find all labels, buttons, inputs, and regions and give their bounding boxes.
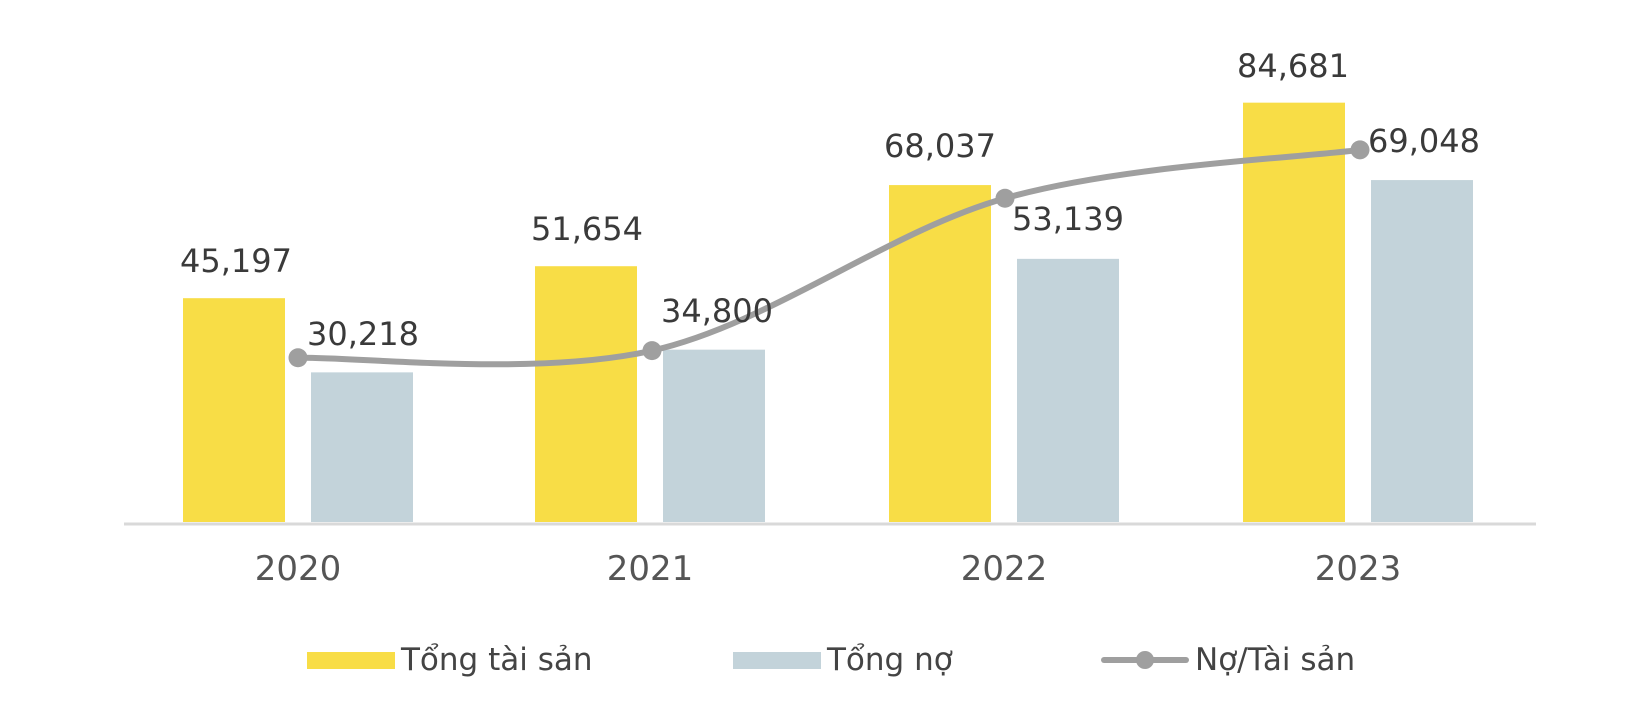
legend-item-debt-to-assets: Nợ/Tài sản	[1101, 630, 1355, 690]
bar-total-debt-2023	[1371, 180, 1473, 522]
ratio-point-2021	[642, 341, 662, 361]
x-tick-label-2023: 2023	[1315, 549, 1402, 589]
value-label-total-debt-2022: 53,139	[1012, 200, 1124, 238]
ratio-point-2020	[288, 348, 308, 368]
x-tick-label-2022: 2022	[961, 549, 1048, 589]
value-label-total-assets-2020: 45,197	[180, 242, 292, 280]
bar-total-assets-2020	[183, 298, 285, 522]
value-label-total-debt-2021: 34,800	[661, 292, 773, 330]
legend-line-marker-icon	[1101, 630, 1189, 690]
ratio-line-layer	[288, 140, 1370, 368]
value-label-total-assets-2023: 84,681	[1237, 47, 1349, 85]
bar-total-assets-2021	[535, 266, 637, 522]
legend-item-total-debt: Tổng nợ	[733, 630, 953, 690]
legend-swatch-total-debt	[733, 651, 821, 669]
legend-label-total-assets: Tổng tài sản	[401, 642, 593, 678]
value-labels-layer: 45,197 51,654 68,037 84,681 30,218 34,800 53,1…	[180, 47, 1480, 353]
bar-total-debt-2020	[311, 372, 413, 522]
legend-item-total-assets: Tổng tài sản	[307, 630, 593, 690]
legend-swatch-total-assets	[307, 651, 395, 669]
value-label-total-assets-2021: 51,654	[531, 210, 643, 248]
bar-total-debt-2022	[1017, 258, 1119, 522]
ratio-point-2022	[995, 188, 1015, 208]
value-label-total-assets-2022: 68,037	[884, 127, 996, 165]
bars-layer	[183, 102, 1473, 522]
value-label-total-debt-2020: 30,218	[307, 315, 419, 353]
bar-total-debt-2021	[663, 349, 765, 522]
legend-label-total-debt: Tổng nợ	[827, 642, 953, 678]
bar-total-assets-2023	[1243, 102, 1345, 522]
chart-area: 45,197 51,654 68,037 84,681 30,218 34,800 53,1…	[124, 47, 1536, 589]
ratio-line	[295, 146, 1363, 368]
x-tick-label-2020: 2020	[255, 549, 342, 589]
ratio-point-2023	[1350, 140, 1370, 160]
legend-label-debt-to-assets: Nợ/Tài sản	[1195, 642, 1356, 678]
bar-total-assets-2022	[889, 185, 991, 522]
value-label-total-debt-2023: 69,048	[1368, 122, 1480, 160]
legend: Tổng tài sản Tổng nợ Nợ/Tài sản	[0, 630, 1651, 690]
x-tick-labels: 2020 2021 2022 2023	[255, 549, 1402, 589]
x-tick-label-2021: 2021	[607, 549, 694, 589]
